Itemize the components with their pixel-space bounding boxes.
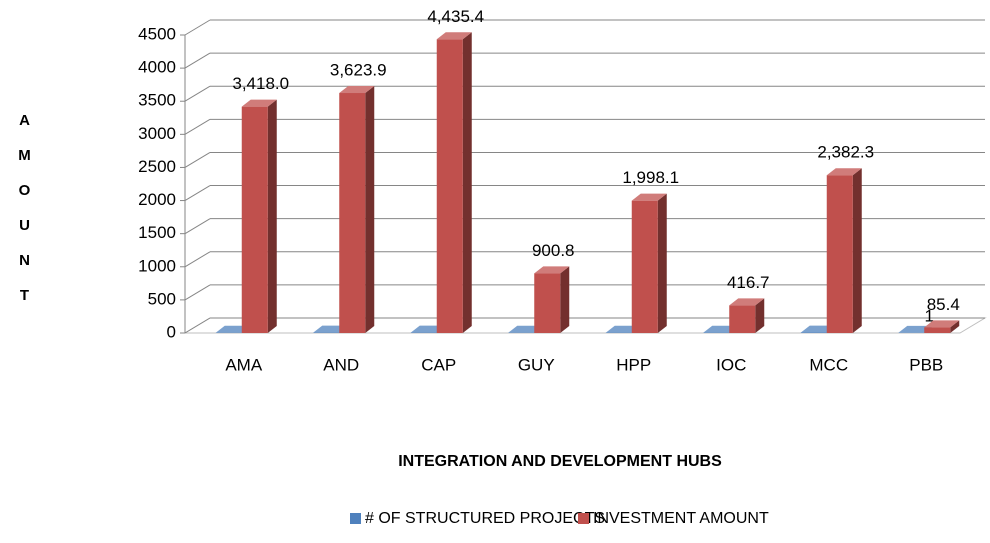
grid-line [184, 251, 211, 268]
x-tick-label: HPP [616, 355, 651, 374]
y-tick-label: 4000 [138, 58, 176, 77]
bar-top [631, 193, 667, 201]
bar [534, 273, 561, 333]
grid-line [184, 19, 211, 36]
x-tick-label: GUY [518, 355, 555, 374]
data-label: 1,998.1 [622, 168, 679, 187]
y-axis-label: AMOUNT [16, 112, 33, 322]
y-tick-label: 500 [148, 289, 176, 308]
data-label: 416.7 [727, 273, 770, 292]
y-tick-label: 0 [167, 322, 176, 341]
bar-top [241, 99, 277, 107]
bar-side [852, 168, 862, 333]
legend-label: INVESTMENT AMOUNT [593, 510, 769, 527]
bar-top [924, 320, 960, 328]
bar-top [339, 86, 375, 94]
x-tick-label: MCC [809, 355, 848, 374]
grid-line [184, 85, 211, 102]
y-tick-label: 1500 [138, 223, 176, 242]
bar-top [436, 32, 472, 40]
bar-side [365, 86, 375, 333]
bar-side [657, 193, 667, 333]
data-label: 4,435.4 [427, 7, 484, 26]
data-label: 85.4 [927, 295, 960, 314]
bar-side [560, 266, 570, 333]
y-tick-label: 3000 [138, 124, 176, 143]
bar [924, 327, 951, 333]
grid-line [184, 218, 211, 235]
bar [241, 106, 268, 334]
bar-top [826, 168, 862, 176]
y-tick-label: 3500 [138, 91, 176, 110]
bar-side [755, 298, 765, 333]
bar-top [534, 266, 570, 274]
bar-top [729, 298, 765, 306]
bar-side [267, 99, 277, 334]
legend-swatch [350, 513, 361, 524]
grid-line [184, 185, 211, 201]
x-tick-label: PBB [909, 355, 943, 374]
data-label: 3,418.0 [232, 74, 289, 93]
y-tick-label: 2500 [138, 157, 176, 176]
x-tick-label: IOC [716, 355, 746, 374]
floor [183, 317, 987, 334]
data-label: 900.8 [532, 241, 575, 260]
y-tick-label: 4500 [138, 24, 176, 43]
legend-label: # OF STRUCTURED PROJECTS [365, 510, 605, 527]
data-label: 3,623.9 [330, 61, 387, 80]
data-label: 1 [925, 306, 934, 325]
x-tick-label: CAP [421, 355, 456, 374]
bar [826, 175, 853, 333]
bar [339, 93, 366, 333]
grid-line [184, 284, 211, 301]
data-label: 2,382.3 [817, 143, 874, 162]
bar-side [462, 32, 472, 333]
x-tick-label: AND [323, 355, 359, 374]
x-tick-label: AMA [225, 355, 263, 374]
bar-side [950, 320, 960, 333]
y-tick-label: 2000 [138, 190, 176, 209]
grid-line [184, 52, 211, 69]
bar [729, 305, 756, 333]
grid-line [184, 317, 211, 334]
grid-line [184, 118, 211, 135]
legend-swatch [578, 513, 589, 524]
bar [436, 39, 463, 333]
x-axis-label: INTEGRATION AND DEVELOPMENT HUBS [398, 453, 722, 470]
grid-line [184, 152, 211, 168]
y-tick-label: 1000 [138, 256, 176, 275]
bar [631, 200, 658, 333]
